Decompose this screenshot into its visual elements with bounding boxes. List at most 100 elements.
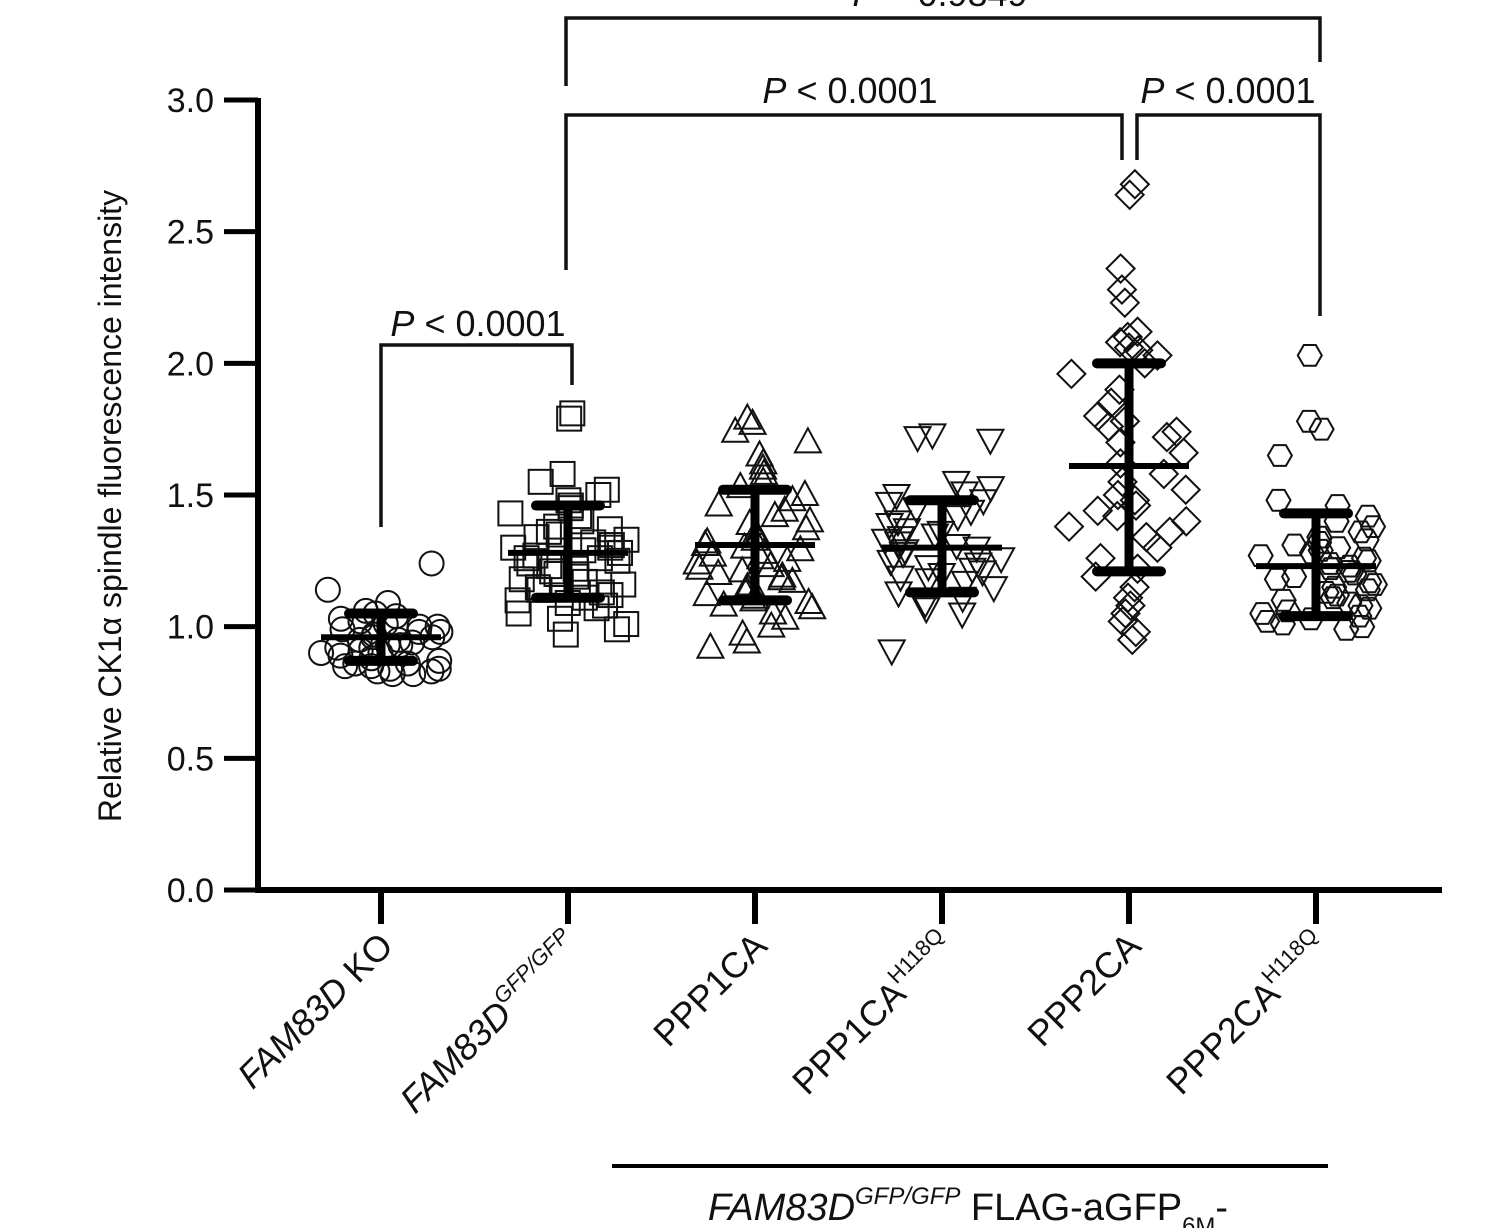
group-label-rest: FLAG-aGFP xyxy=(960,1187,1182,1228)
triangle-up-marker xyxy=(703,557,733,585)
triangle-down-marker xyxy=(902,426,933,454)
group-label-sup: GFP/GFP xyxy=(855,1183,960,1210)
hexagon-marker xyxy=(1333,617,1360,641)
square-marker xyxy=(497,500,524,527)
group-label-tail: - xyxy=(1215,1187,1228,1228)
square-marker xyxy=(588,579,615,606)
hexagon-marker xyxy=(1354,578,1382,602)
triangle-down-marker xyxy=(976,476,1006,504)
triangle-down-marker xyxy=(883,581,914,609)
diamond-marker xyxy=(1151,421,1183,453)
square-marker xyxy=(552,621,579,648)
category-label-main: FAM83D xyxy=(392,993,520,1121)
y-tick-label: 2.0 xyxy=(167,345,214,383)
hexagon-marker xyxy=(1356,570,1383,594)
triangle-up-marker xyxy=(791,513,821,541)
category-label-superscript: H118Q xyxy=(1256,923,1322,989)
diamond-marker xyxy=(1170,474,1202,506)
hexagon-marker xyxy=(1349,615,1376,639)
group-label: FAM83DGFP/GFP FLAG-aGFP6M- xyxy=(708,1183,1228,1228)
category-label-main: PPP1CA xyxy=(645,925,774,1054)
triangle-up-marker xyxy=(797,592,827,620)
y-tick-label: 1.0 xyxy=(167,609,214,647)
hexagon-marker xyxy=(1265,488,1292,512)
square-marker xyxy=(559,400,586,427)
diamond-marker xyxy=(1170,505,1202,537)
diamond-marker xyxy=(1082,400,1114,432)
category-label: FAM83DGFP/GFP xyxy=(390,922,588,1120)
square-marker xyxy=(613,611,640,638)
hexagon-marker xyxy=(1335,560,1362,583)
diamond-marker xyxy=(1082,495,1114,527)
hexagon-marker xyxy=(1356,596,1383,620)
triangle-down-marker xyxy=(943,505,973,533)
square-marker xyxy=(500,534,527,561)
category-label-main: PPP2CA xyxy=(1019,925,1148,1054)
triangle-up-marker xyxy=(737,407,768,435)
circle-marker xyxy=(418,550,445,577)
category-label-main: PPP1CA xyxy=(784,973,913,1102)
triangle-down-marker xyxy=(957,557,988,585)
triangle-up-marker xyxy=(748,447,778,475)
diamond-marker xyxy=(1148,458,1180,490)
square-marker xyxy=(504,587,531,614)
hexagon-marker xyxy=(1361,573,1389,596)
significance-bracket xyxy=(1135,113,1322,316)
hexagon-marker xyxy=(1270,588,1297,612)
circle-marker xyxy=(327,605,354,632)
group-label-main: FAM83D xyxy=(708,1187,855,1228)
circle-marker xyxy=(314,576,341,603)
y-tick-label: 0.0 xyxy=(167,872,214,910)
category-label: PPP1CAH118Q xyxy=(782,923,962,1103)
triangle-down-marker xyxy=(950,570,980,598)
square-marker xyxy=(527,468,554,495)
data-points xyxy=(308,168,1389,688)
hexagon-marker xyxy=(1319,586,1347,610)
triangle-up-marker xyxy=(704,489,734,517)
square-marker xyxy=(546,605,573,632)
triangle-down-marker xyxy=(947,602,977,630)
p-value-text: = 0.9849 xyxy=(876,0,1027,14)
circle-marker xyxy=(308,640,335,666)
triangle-up-marker xyxy=(785,534,816,562)
circle-marker xyxy=(418,658,445,685)
triangle-down-marker xyxy=(881,484,912,512)
x-ticks xyxy=(378,890,1319,924)
hexagon-marker xyxy=(1249,602,1276,625)
p-value-text: < 0.0001 xyxy=(786,70,937,111)
p-symbol: P xyxy=(762,70,786,111)
category-label: PPP2CA xyxy=(1019,925,1148,1054)
triangle-down-marker xyxy=(885,565,916,593)
triangle-down-marker xyxy=(975,428,1006,456)
triangle-down-marker xyxy=(877,639,907,667)
diamond-marker xyxy=(1154,516,1186,548)
triangle-down-marker xyxy=(949,481,980,509)
square-marker xyxy=(596,516,623,543)
square-marker xyxy=(505,600,532,627)
triangle-down-marker xyxy=(967,560,998,588)
triangle-up-marker xyxy=(758,597,788,625)
category-label-superscript: GFP/GFP xyxy=(488,922,574,1008)
square-marker xyxy=(597,534,624,561)
triangle-down-marker xyxy=(883,510,913,538)
diamond-marker xyxy=(1122,316,1153,348)
p-value-label: P < 0.0001 xyxy=(1140,70,1315,111)
hexagon-marker xyxy=(1247,544,1274,567)
diamond-marker xyxy=(1105,253,1137,284)
p-symbol: P xyxy=(852,0,876,14)
category-label-superscript: H118Q xyxy=(882,923,948,989)
square-marker xyxy=(593,476,620,503)
triangle-up-marker xyxy=(777,565,808,593)
p-value-text: < 0.0001 xyxy=(1164,70,1315,111)
y-tick-label: 2.5 xyxy=(167,214,214,252)
y-tick-label: 3.0 xyxy=(167,82,214,120)
triangle-up-marker xyxy=(755,550,786,578)
triangle-up-marker xyxy=(749,457,779,485)
diamond-marker xyxy=(1112,321,1144,353)
category-label-main: PPP2CA xyxy=(1158,973,1287,1102)
group-annotation: FAM83DGFP/GFP FLAG-aGFP6M- xyxy=(612,1164,1328,1228)
triangle-down-marker xyxy=(913,555,944,583)
